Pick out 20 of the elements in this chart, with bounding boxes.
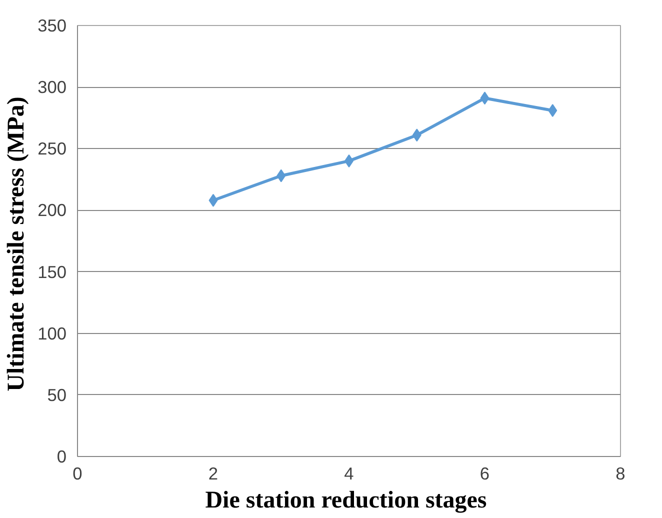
point — [548, 104, 558, 117]
y-axis-title: Ultimate tensile stress (MPa) — [4, 96, 30, 392]
point — [412, 128, 422, 142]
y-tick-label: 100 — [38, 323, 67, 344]
y-tick-label: 0 — [56, 446, 67, 466]
point — [276, 169, 286, 182]
x-tick-label: 4 — [344, 464, 354, 484]
x-tick-label: 8 — [616, 464, 626, 484]
y-tick-label: 350 — [38, 16, 67, 36]
y-tick-label: 200 — [38, 200, 67, 220]
x-tick-label: 0 — [72, 464, 82, 484]
y-tick-label: 300 — [38, 77, 67, 98]
x-axis-title: Die station reduction stages — [205, 488, 487, 514]
y-tick-label: 50 — [47, 384, 67, 405]
x-tick-label: 2 — [208, 464, 218, 484]
point — [480, 92, 490, 105]
x-tick-label: 6 — [480, 464, 490, 484]
y-tick-label: 250 — [38, 138, 67, 159]
y-tick-label: 150 — [38, 262, 67, 282]
point — [208, 194, 218, 207]
